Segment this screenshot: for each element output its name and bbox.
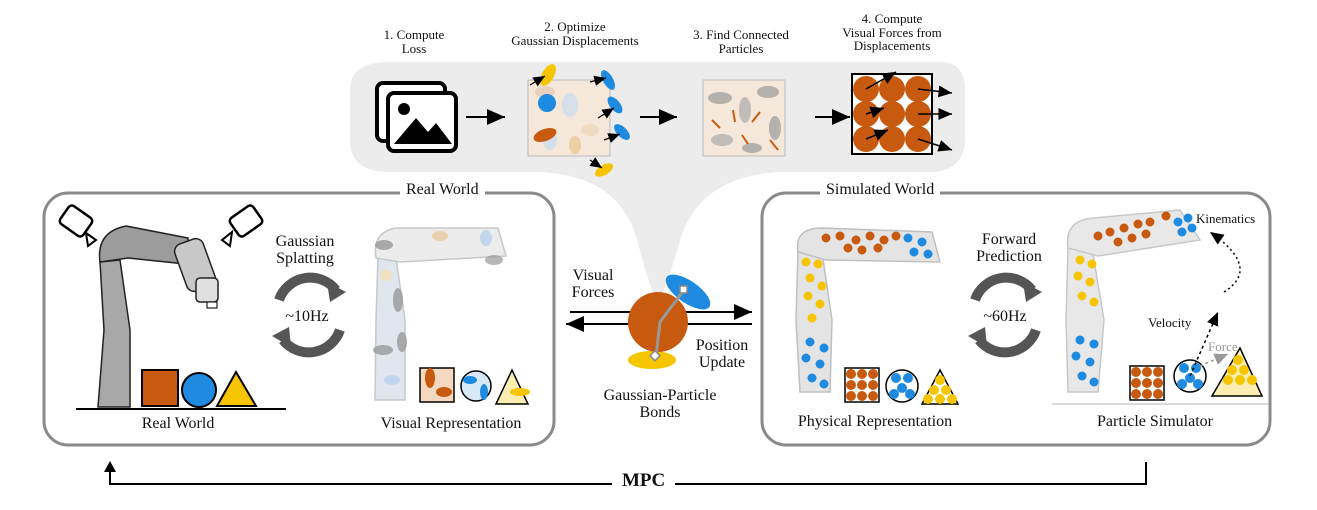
particle <box>1127 233 1137 243</box>
particle <box>1187 223 1197 233</box>
particle <box>1075 335 1085 345</box>
kinematics-label: Kinematics <box>1196 211 1256 226</box>
particle <box>1161 211 1171 221</box>
particle <box>1173 217 1183 227</box>
particle <box>801 353 811 363</box>
image-loss-icon <box>375 81 458 153</box>
simulated-world-panel <box>760 191 1272 447</box>
particle <box>1133 219 1143 229</box>
particle <box>1085 277 1095 287</box>
particle <box>1183 213 1193 223</box>
particle <box>1145 217 1155 227</box>
particle <box>891 231 901 241</box>
particle <box>1089 377 1099 387</box>
particle <box>819 379 829 389</box>
step-3-label: 3. Find Connected Particles <box>693 27 789 56</box>
particle <box>1089 297 1099 307</box>
particle <box>917 237 927 247</box>
physical-representation-figure <box>795 227 960 405</box>
mpc-label: MPC <box>612 471 676 491</box>
particle <box>1113 237 1123 247</box>
particle <box>1073 271 1083 281</box>
visual-forces-grid <box>851 71 953 155</box>
particle <box>1085 357 1095 367</box>
particle <box>851 235 861 245</box>
particle <box>1089 339 1099 349</box>
gaussian-displacement-figure <box>527 64 630 177</box>
force-label: Force <box>1208 339 1238 354</box>
particle <box>801 257 811 267</box>
particle <box>807 313 817 323</box>
particle <box>923 249 933 259</box>
particle <box>865 231 875 241</box>
particle-simulator-figure <box>1052 209 1268 405</box>
visual-forces-label: Visual Forces <box>571 267 615 301</box>
particle <box>835 231 845 241</box>
connected-particles-figure <box>702 79 786 157</box>
gaussian-particle-bonds-label: Gaussian-Particle Bonds <box>603 387 717 421</box>
particle <box>805 273 815 283</box>
simulated-world-panel-title: Simulated World <box>820 181 941 199</box>
yellow-triangle <box>215 369 258 407</box>
particle <box>805 337 815 347</box>
particle <box>1119 223 1129 233</box>
particle <box>1077 291 1087 301</box>
particle <box>821 233 831 243</box>
particle <box>815 359 825 369</box>
particle <box>903 233 913 243</box>
particle <box>909 247 919 257</box>
particle <box>879 235 889 245</box>
particle <box>1077 371 1087 381</box>
particle <box>1075 255 1085 265</box>
camera-icon-left <box>58 204 98 248</box>
particle <box>873 243 883 253</box>
real-world-caption: Real World <box>141 415 215 432</box>
real-robot-scene <box>58 204 286 410</box>
step-4-label: 4. Compute Visual Forces from Displacement… <box>842 11 942 54</box>
particle <box>1071 351 1081 361</box>
particle <box>1087 259 1097 269</box>
particle <box>807 373 817 383</box>
step-2-label: 2. Optimize Gaussian Displacements <box>511 19 639 48</box>
physical-representation-caption: Physical Representation <box>797 413 953 430</box>
particle <box>813 259 823 269</box>
particle <box>803 291 813 301</box>
orange-square <box>141 369 179 407</box>
position-update-label: Position Update <box>695 337 749 371</box>
visual-representation-caption: Visual Representation <box>380 415 522 432</box>
velocity-label: Velocity <box>1148 315 1192 330</box>
particle <box>1141 229 1151 239</box>
step-1-label: 1. Compute Loss <box>383 27 445 56</box>
particle <box>815 299 825 309</box>
gaussian-particle-bond-figure <box>628 274 711 369</box>
real-rate-label: ~10Hz <box>285 308 329 325</box>
forward-prediction-label: Forward Prediction <box>976 231 1042 265</box>
particle <box>1093 231 1103 241</box>
particle <box>843 243 853 253</box>
particle <box>817 281 827 291</box>
particle <box>819 343 829 353</box>
particle-simulator-caption: Particle Simulator <box>1097 413 1213 430</box>
real-world-panel-title: Real World <box>400 181 485 199</box>
blue-circle <box>181 372 217 408</box>
particle <box>857 245 867 255</box>
real-world-panel <box>42 191 556 447</box>
camera-icon-right <box>220 204 264 248</box>
visual-representation-figure <box>373 227 530 405</box>
particle <box>1177 227 1187 237</box>
sim-rate-label: ~60Hz <box>983 308 1027 325</box>
particle <box>1105 227 1115 237</box>
gaussian-splatting-label: Gaussian Splatting <box>275 233 335 267</box>
